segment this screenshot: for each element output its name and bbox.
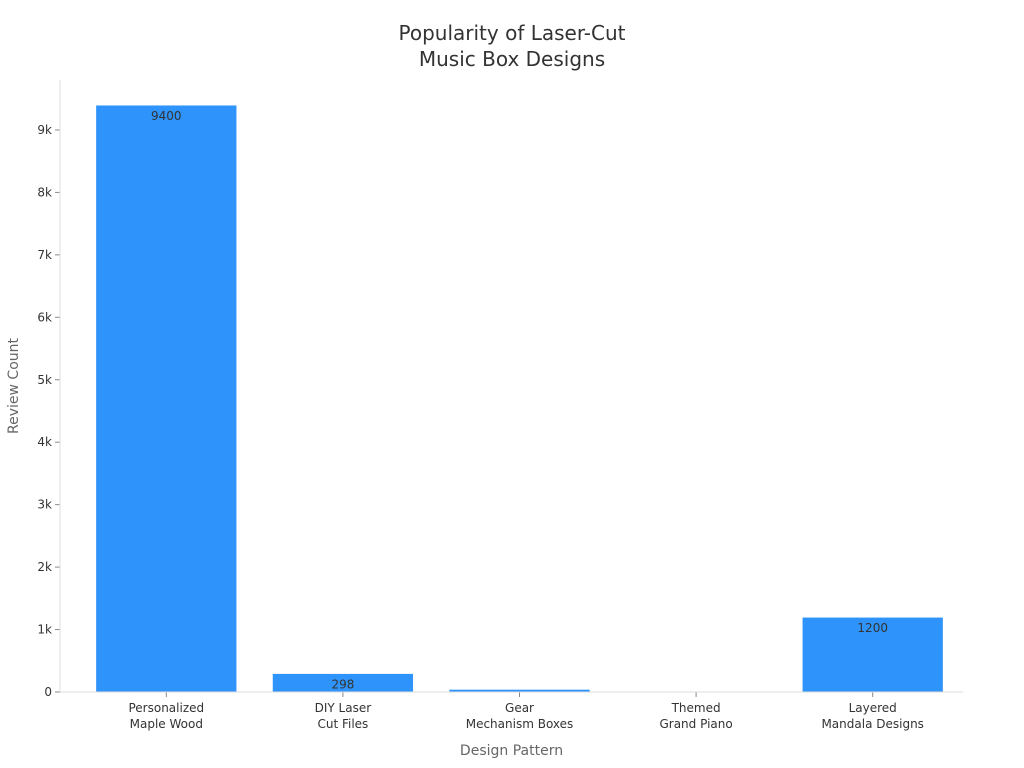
y-tick-label: 5k bbox=[37, 373, 52, 387]
x-tick-label: Gear bbox=[505, 701, 534, 715]
x-tick-label: Cut Files bbox=[317, 717, 368, 731]
x-tick-label: Maple Wood bbox=[130, 717, 203, 731]
y-axis-label: Review Count bbox=[6, 338, 22, 434]
y-tick-label: 9k bbox=[37, 123, 52, 137]
chart-title-line: Music Box Designs bbox=[419, 47, 605, 71]
y-tick-label: 7k bbox=[37, 248, 52, 262]
x-tick-label: Grand Piano bbox=[659, 717, 732, 731]
chart-title-line: Popularity of Laser-Cut bbox=[399, 21, 626, 45]
bar bbox=[801, 616, 944, 693]
bar-data-label: 298 bbox=[331, 677, 354, 691]
x-tick-label: Mandala Designs bbox=[821, 717, 923, 731]
x-tick-label: Layered bbox=[849, 701, 897, 715]
y-tick-label: 6k bbox=[37, 310, 52, 324]
x-axis-label: Design Pattern bbox=[460, 743, 563, 759]
x-tick-label: Themed bbox=[671, 701, 721, 715]
y-tick-label: 3k bbox=[37, 498, 52, 512]
x-tick-label: DIY Laser bbox=[315, 701, 372, 715]
x-tick-label: Mechanism Boxes bbox=[466, 717, 574, 731]
y-tick-label: 8k bbox=[37, 185, 52, 199]
bar bbox=[95, 104, 238, 693]
y-tick-label: 0 bbox=[44, 685, 52, 699]
y-tick-label: 4k bbox=[37, 435, 52, 449]
bar-data-label: 1200 bbox=[857, 621, 888, 635]
y-axis-ticks: 0 1k 2k 3k 4k 5k 6k 7k 8k 9k bbox=[37, 123, 60, 699]
bars bbox=[95, 104, 944, 693]
y-tick-label: 2k bbox=[37, 560, 52, 574]
x-axis-ticks: Personalized Maple Wood DIY Laser Cut Files… bbox=[128, 692, 924, 731]
x-tick-label: Personalized bbox=[128, 701, 204, 715]
data-labels: 9400 298 1200 bbox=[151, 109, 888, 691]
bar-data-label: 9400 bbox=[151, 109, 182, 123]
y-tick-label: 1k bbox=[37, 623, 52, 637]
